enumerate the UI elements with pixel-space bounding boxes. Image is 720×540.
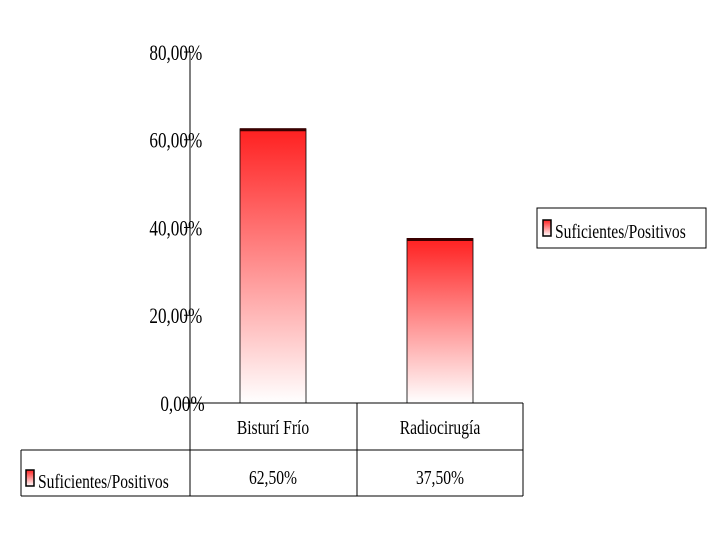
- y-tick-label: 60,00%: [149, 129, 202, 154]
- category-label: Radiocirugía: [400, 416, 481, 438]
- y-tick-label: 0,00%: [160, 392, 204, 417]
- legend-key: [542, 219, 552, 237]
- y-tick-label: 40,00%: [149, 217, 202, 242]
- table-series-label: Suficientes/Positivos: [38, 470, 169, 492]
- legend-box: [536, 207, 707, 249]
- data-table: Bisturí Frío Radiocirugía Suficientes/Po…: [20, 402, 524, 497]
- y-tick-label: 20,00%: [149, 304, 202, 329]
- table-value-cell: 37,50%: [416, 466, 464, 488]
- legend: Suficientes/Positivos: [536, 207, 707, 249]
- y-axis-ticks: 0,00% 20,00% 40,00% 60,00% 80,00%: [149, 41, 204, 417]
- bar: [406, 238, 474, 404]
- table-legend-key: [25, 469, 35, 487]
- table-value-cell: 62,50%: [249, 466, 297, 488]
- category-label: Bisturí Frío: [237, 416, 309, 438]
- legend-label: Suficientes/Positivos: [555, 220, 686, 242]
- bars: [239, 128, 474, 404]
- bar: [239, 128, 307, 404]
- y-tick-label: 80,00%: [149, 41, 202, 66]
